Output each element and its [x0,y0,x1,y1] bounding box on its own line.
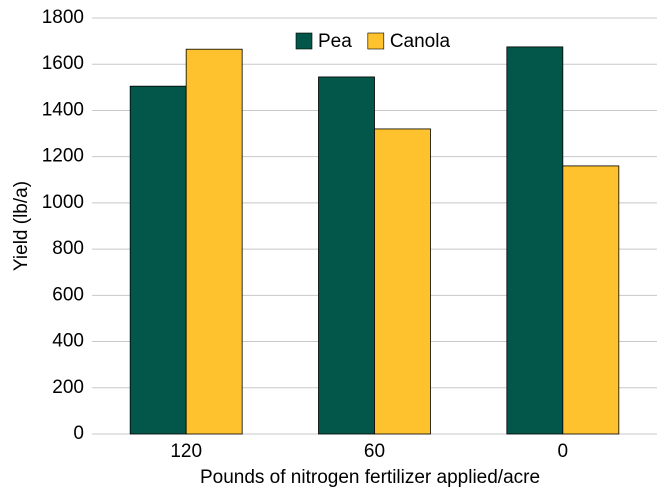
legend-label: Canola [390,31,451,52]
y-tick-label: 800 [52,238,84,259]
x-tick-label: 60 [364,441,385,462]
y-tick-label: 1800 [42,7,84,28]
legend-label: Pea [318,31,352,52]
y-axis-label: Yield (lb/a) [11,181,32,271]
bar [374,128,431,435]
x-tick-label: 120 [170,441,202,462]
y-tick-label: 400 [52,331,84,352]
bar [185,48,243,435]
legend-swatch [367,32,385,50]
legend-swatch [295,32,313,50]
y-tick-label: 1400 [42,99,84,120]
y-tick-label: 200 [52,377,84,398]
x-tick-label: 0 [558,441,569,462]
bar [506,46,564,435]
bar [562,165,620,435]
y-tick-label: 600 [52,284,84,305]
y-tick-label: 1600 [42,53,84,74]
bar [318,76,375,435]
x-axis-label: Pounds of nitrogen fertilizer applied/ac… [200,467,540,488]
bar [129,85,187,435]
y-tick-label: 1200 [42,146,84,167]
y-tick-label: 0 [73,423,84,444]
y-tick-label: 1000 [42,192,84,213]
